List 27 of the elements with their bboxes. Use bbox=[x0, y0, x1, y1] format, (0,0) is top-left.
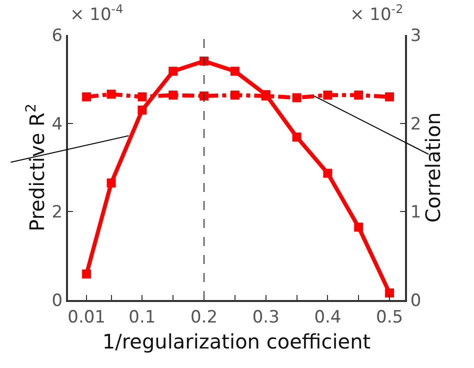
x-tick-label: 0.2 bbox=[190, 307, 218, 328]
x-tick-label: 0.3 bbox=[252, 307, 280, 328]
point bbox=[354, 222, 364, 232]
y-tick-label: 0 bbox=[52, 290, 63, 311]
point bbox=[82, 269, 92, 278]
text: × 10$^{-4}$ bbox=[70, 2, 124, 26]
point bbox=[323, 168, 332, 178]
y2-tick-label: 0 bbox=[410, 290, 422, 311]
y2-tick-label: 3 bbox=[410, 26, 422, 46]
point bbox=[106, 178, 116, 188]
x-tick-label: 0.1 bbox=[128, 307, 156, 328]
text: × 10$^{-2}$ bbox=[350, 2, 404, 26]
y-tick-label: 6 bbox=[52, 26, 63, 46]
point bbox=[292, 132, 302, 142]
y2-axis-title: Correlation bbox=[421, 112, 446, 223]
x-tick-label: 0.01 bbox=[68, 307, 106, 328]
point bbox=[138, 106, 147, 115]
y-tick-label: 4 bbox=[52, 114, 63, 134]
y2-tick-label: 2 bbox=[410, 114, 422, 134]
y2-tick-label: 1 bbox=[410, 202, 422, 223]
y-tick-label: 2 bbox=[52, 202, 63, 223]
point bbox=[168, 66, 178, 76]
x-axis-title: 1/regularization coefficient bbox=[102, 329, 371, 354]
x-tick-label: 0.4 bbox=[314, 307, 342, 328]
point bbox=[230, 66, 240, 76]
point bbox=[385, 288, 394, 298]
x-tick-label: 0.5 bbox=[376, 307, 404, 328]
